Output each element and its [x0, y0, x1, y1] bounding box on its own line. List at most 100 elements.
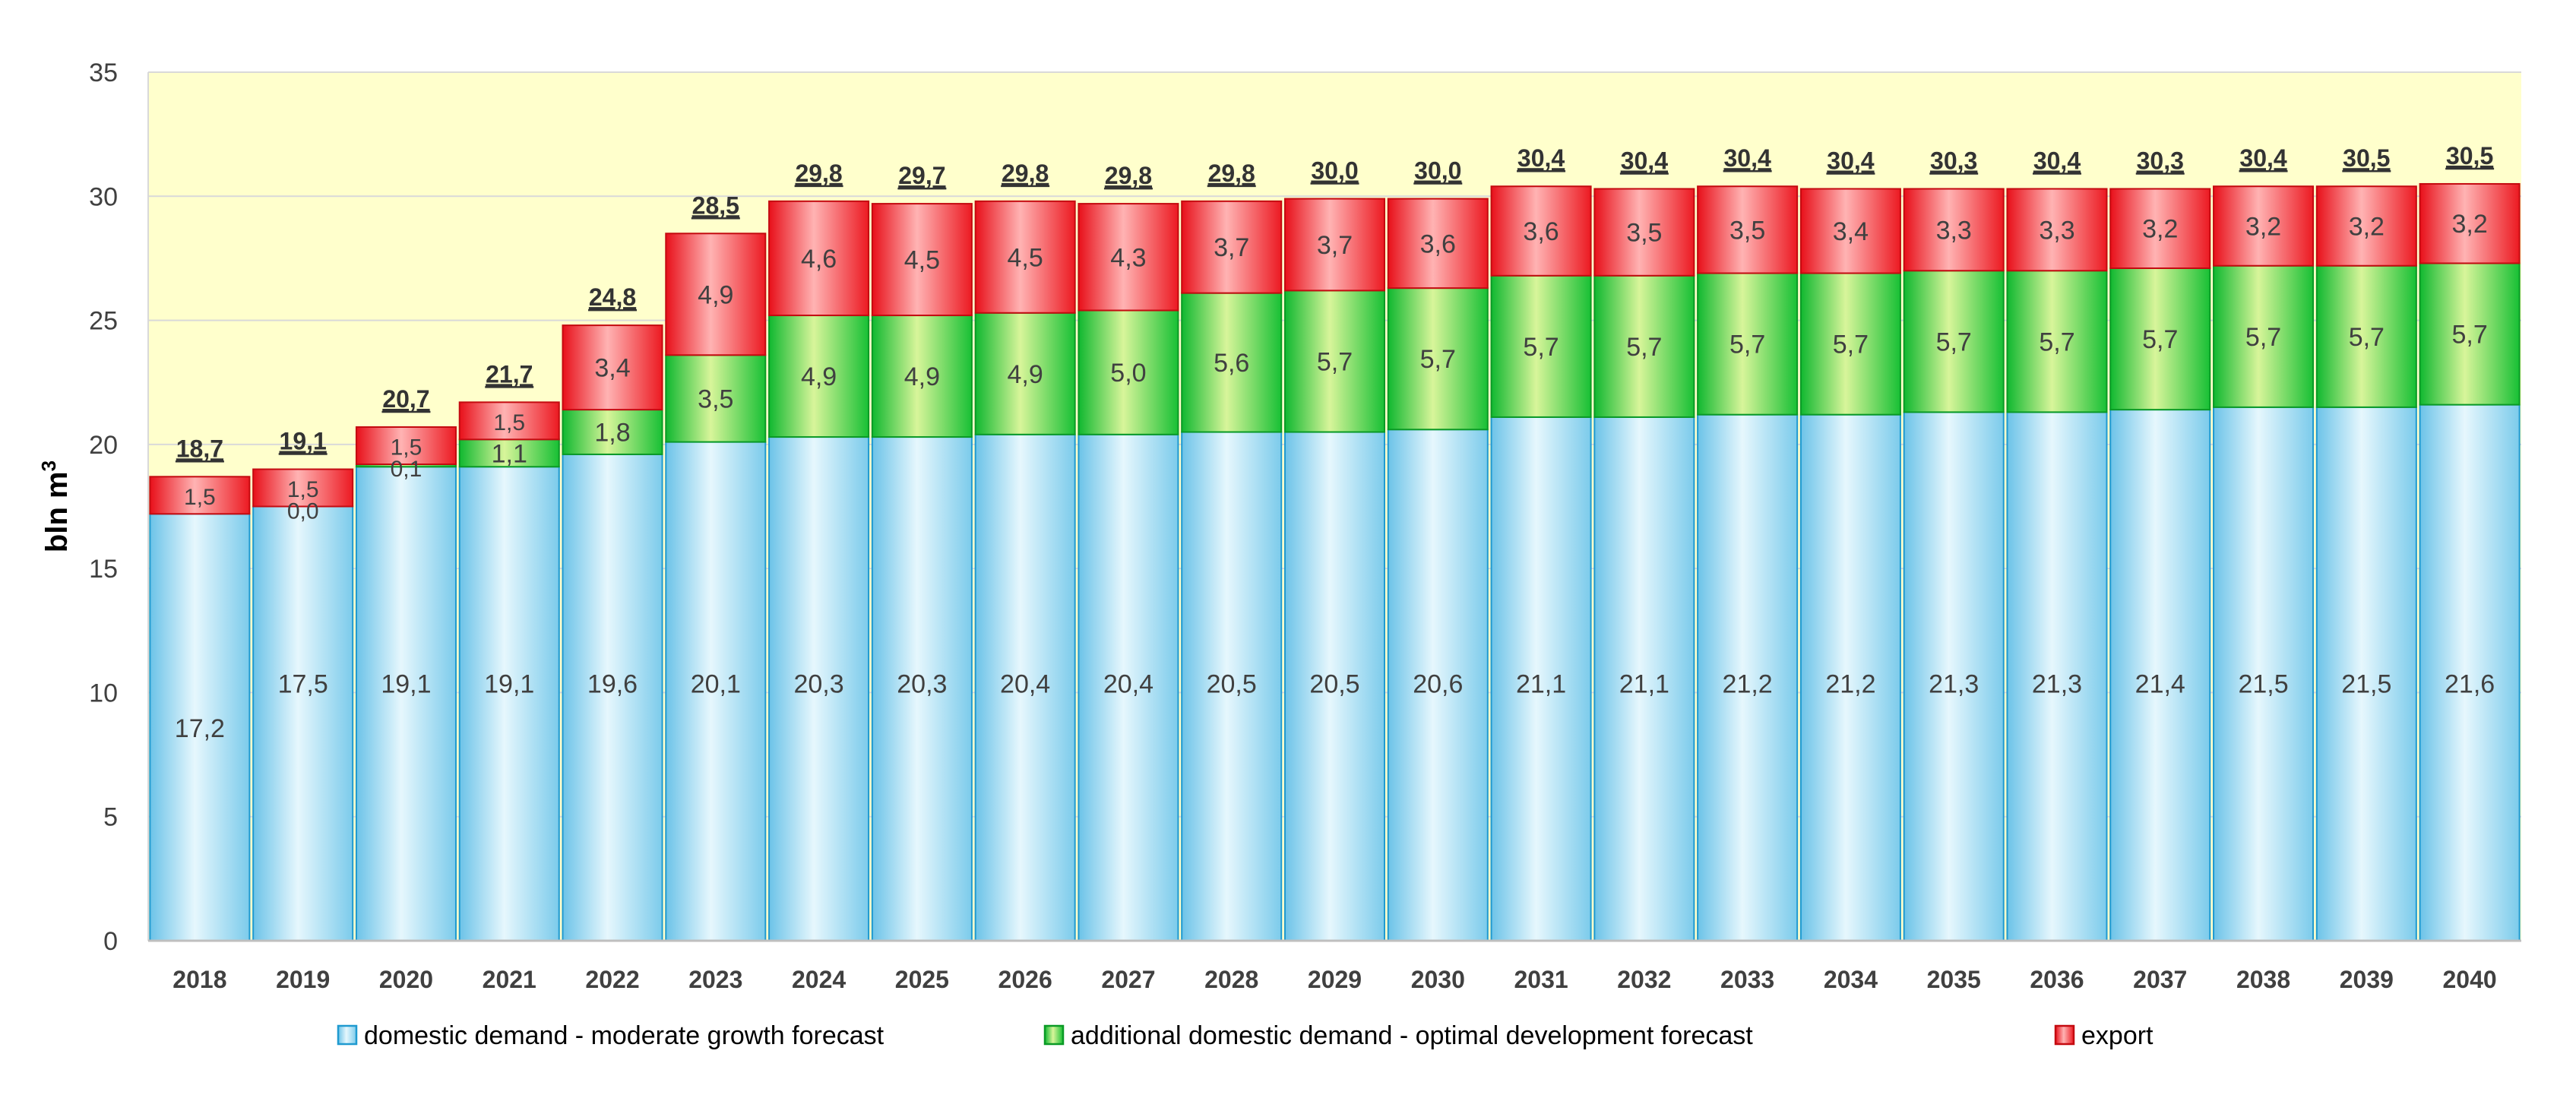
- legend-label: export: [2081, 1021, 2154, 1050]
- x-tick-label: 2029: [1308, 966, 1362, 993]
- x-tick-label: 2031: [1514, 966, 1568, 993]
- bar-segment-domestic-2039: [2315, 406, 2417, 942]
- y-axis-title-superscript: 3: [37, 460, 60, 471]
- label-additional: 5,7: [1626, 333, 1662, 362]
- x-tick-label: 2024: [792, 966, 846, 993]
- label-domestic: 20,3: [897, 669, 947, 698]
- label-total: 21,7: [486, 360, 533, 388]
- label-export: 3,7: [1214, 233, 1249, 262]
- label-domestic: 21,1: [1516, 669, 1566, 698]
- bar-segment-additional-2035: [1903, 270, 2005, 413]
- label-total: 29,8: [1002, 160, 1049, 187]
- bar-segment-export-2031: [1490, 185, 1592, 277]
- label-domestic: 20,1: [691, 669, 741, 698]
- label-domestic: 20,5: [1309, 669, 1359, 698]
- label-domestic: 20,3: [793, 669, 843, 698]
- bar-segment-domestic-2021: [458, 466, 560, 942]
- bar-segment-domestic-2024: [768, 436, 870, 942]
- label-domestic: 19,1: [381, 669, 431, 698]
- bar-segment-additional-2038: [2213, 264, 2315, 408]
- bar-segment-domestic-2019: [252, 505, 354, 942]
- bar-segment-export-2018: [149, 476, 251, 515]
- y-tick-label: 30: [89, 182, 118, 211]
- legend-swatch-domestic: [337, 1024, 358, 1046]
- x-tick-label: 2039: [2340, 966, 2394, 993]
- bar-segment-export-2040: [2419, 182, 2521, 264]
- label-domestic: 17,2: [175, 714, 225, 743]
- label-domestic: 20,5: [1207, 669, 1257, 698]
- label-additional: 5,7: [2349, 323, 2385, 352]
- y-tick-label: 0: [103, 927, 118, 956]
- label-domestic: 21,2: [1723, 669, 1773, 698]
- label-total: 29,8: [795, 160, 842, 187]
- label-total: 30,4: [2239, 144, 2286, 172]
- bar-segment-domestic-2023: [665, 441, 767, 942]
- x-tick-label: 2026: [998, 966, 1052, 993]
- x-tick-label: 2035: [1927, 966, 1981, 993]
- bar-segment-export-2020: [355, 426, 457, 465]
- x-tick-label: 2023: [688, 966, 742, 993]
- label-export: 4,6: [801, 245, 837, 274]
- label-total: 28,5: [692, 191, 739, 219]
- label-domestic: 21,2: [1825, 669, 1875, 698]
- label-total: 30,4: [2033, 147, 2081, 174]
- label-total: 30,4: [1517, 144, 1565, 172]
- label-total: 30,4: [1827, 147, 1874, 174]
- x-tick-label: 2027: [1101, 966, 1155, 993]
- y-axis-title-main: bln m: [40, 471, 74, 552]
- label-total: 30,5: [2446, 142, 2493, 169]
- bar-segment-export-2033: [1697, 185, 1799, 274]
- y-tick-label: 5: [103, 803, 118, 832]
- y-tick-label: 10: [89, 679, 118, 707]
- label-additional: 5,7: [2451, 321, 2487, 350]
- label-domestic: 19,1: [484, 669, 534, 698]
- bar-segment-domestic-2038: [2213, 406, 2315, 942]
- bar-segment-domestic-2022: [562, 453, 663, 942]
- bar-segment-export-2028: [1181, 200, 1283, 294]
- label-additional: 4,9: [801, 362, 837, 391]
- label-export: 1,5: [287, 477, 319, 502]
- bar-segment-domestic-2020: [355, 466, 457, 942]
- label-domestic: 20,4: [1103, 669, 1154, 698]
- x-tick-label: 2018: [172, 966, 226, 993]
- x-tick-label: 2037: [2133, 966, 2187, 993]
- label-total: 20,7: [382, 385, 429, 413]
- label-additional: 4,9: [904, 362, 940, 391]
- label-export: 3,4: [594, 354, 630, 383]
- axes: 0 5 10 15 20 25 30 35: [89, 59, 2521, 956]
- x-tick-label: 2021: [483, 966, 536, 993]
- label-additional: 5,6: [1214, 349, 1249, 378]
- bar-segment-export-2038: [2213, 185, 2315, 267]
- label-export: 1,5: [391, 435, 422, 460]
- label-export: 3,5: [1729, 216, 1765, 245]
- bar-segment-export-2035: [1903, 188, 2005, 272]
- bar-segment-domestic-2033: [1697, 413, 1799, 942]
- bar-segment-domestic-2030: [1387, 429, 1489, 942]
- data-labels: 201817,21,518,7201917,50,01,519,1202019,…: [172, 142, 2496, 993]
- bar-segment-additional-2027: [1078, 309, 1179, 435]
- bar-segment-export-2034: [1799, 188, 1901, 274]
- label-export: 4,9: [698, 280, 733, 309]
- bar-segment-export-2030: [1387, 198, 1489, 290]
- bar-segment-domestic-2018: [149, 513, 251, 942]
- bar-segment-domestic-2036: [2006, 411, 2108, 942]
- bar-segment-additional-2033: [1697, 272, 1799, 416]
- label-additional: 5,7: [1317, 347, 1353, 376]
- bar-segment-additional-2040: [2419, 262, 2521, 406]
- legend: domestic demand - moderate growth foreca…: [337, 1021, 2154, 1050]
- x-tick-label: 2030: [1411, 966, 1465, 993]
- x-tick-label: 2034: [1824, 966, 1878, 993]
- bar-segment-export-2022: [562, 324, 663, 411]
- bar-segment-domestic-2034: [1799, 413, 1901, 942]
- label-additional: 5,7: [1729, 331, 1765, 359]
- bar-segment-domestic-2029: [1283, 431, 1386, 942]
- label-domestic: 21,4: [2135, 669, 2185, 698]
- bar-segment-additional-2036: [2006, 270, 2108, 413]
- label-export: 3,4: [1833, 217, 1869, 246]
- label-domestic: 21,1: [1619, 669, 1669, 698]
- bar-segment-export-2029: [1283, 198, 1386, 292]
- x-tick-label: 2020: [379, 966, 433, 993]
- label-domestic: 20,4: [1000, 669, 1050, 698]
- label-total: 30,3: [2137, 147, 2184, 174]
